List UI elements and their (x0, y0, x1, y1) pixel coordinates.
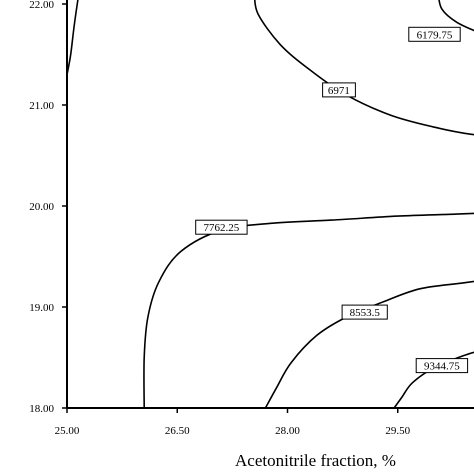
contour-label-text: 9344.75 (424, 361, 460, 373)
contour-line (253, 0, 474, 136)
contour-label: 7762.25 (195, 219, 248, 235)
contour-label-box (341, 304, 388, 320)
contour-label-text: 6179.75 (417, 29, 453, 41)
y-tick-label: 19.00 (29, 302, 54, 314)
x-tick-label: 28.00 (275, 425, 300, 437)
contour-line (143, 212, 474, 409)
x-tick-label: 29.50 (385, 425, 410, 437)
y-ticks: 18.00 19.00 20.00 21.00 22.00 (29, 0, 67, 415)
contour-line (66, 0, 79, 75)
x-tick-label: 26.50 (165, 425, 190, 437)
y-tick-label: 20.00 (29, 201, 54, 213)
y-tick-label: 21.00 (29, 100, 54, 112)
y-tick-label: 18.00 (29, 403, 54, 415)
contour-label-box (415, 358, 469, 374)
contour-label-box (322, 82, 356, 98)
contour-label-text: 7762.25 (204, 222, 240, 234)
contour-label: 9344.75 (415, 358, 469, 374)
x-tick-label: 25.00 (55, 425, 80, 437)
x-axis-title: Acetonitrile fraction, % (235, 451, 396, 470)
y-tick-label: 22.00 (29, 0, 54, 11)
contour-label-box (408, 26, 461, 42)
contour-label: 6971 (322, 82, 356, 98)
contour-label: 6179.75 (408, 26, 461, 42)
contour-label-text: 8553.5 (350, 307, 381, 319)
contour-lines (66, 0, 474, 409)
contour-line (264, 280, 474, 409)
contour-label-text: 6971 (328, 85, 350, 97)
contour-line (438, 0, 474, 32)
contour-labels: 6179.75 6971 7762.25 8553.5 9344.75 (195, 26, 469, 374)
contour-label-box (195, 219, 248, 235)
contour-label: 8553.5 (341, 304, 388, 320)
